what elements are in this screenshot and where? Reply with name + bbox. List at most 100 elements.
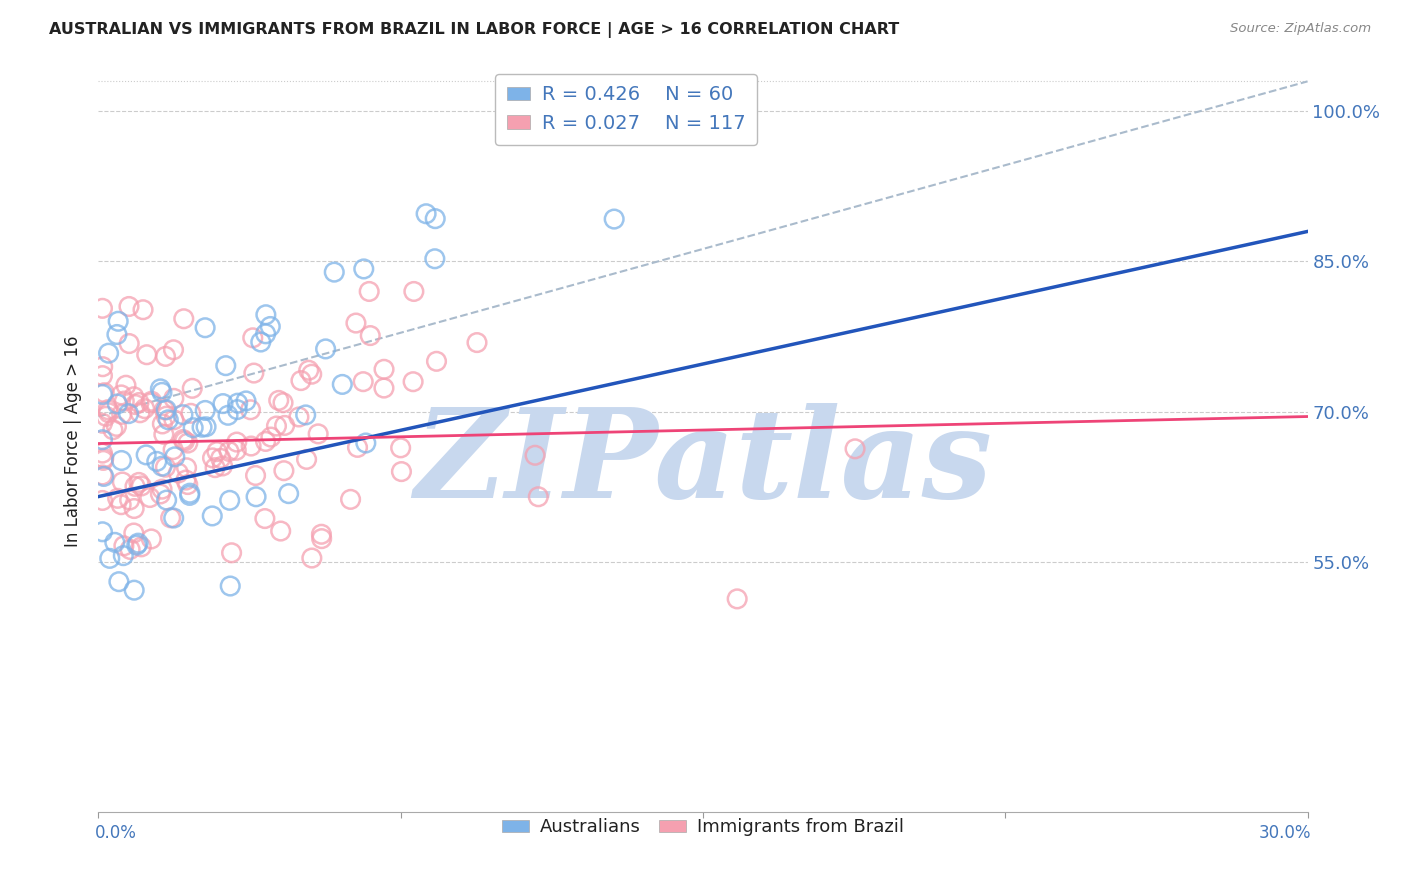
Point	[91, 446, 114, 460]
Point	[131, 540, 153, 554]
Point	[315, 342, 337, 356]
Point	[107, 314, 129, 328]
Point	[132, 302, 155, 317]
Point	[181, 421, 204, 435]
Point	[97, 346, 120, 360]
Point	[111, 475, 134, 489]
Point	[527, 490, 550, 504]
Point	[240, 439, 263, 453]
Point	[101, 423, 124, 437]
Point	[389, 441, 412, 455]
Point	[124, 479, 146, 493]
Point	[104, 535, 127, 549]
Point	[425, 211, 447, 226]
Point	[201, 450, 224, 465]
Point	[91, 301, 114, 316]
Point	[267, 393, 290, 408]
Point	[307, 426, 329, 441]
Point	[157, 413, 180, 427]
Point	[150, 417, 173, 431]
Point	[201, 508, 224, 523]
Point	[373, 362, 395, 376]
Point	[98, 551, 121, 566]
Point	[245, 490, 267, 504]
Point	[141, 532, 163, 546]
Point	[122, 501, 145, 516]
Point	[93, 385, 115, 400]
Point	[245, 468, 267, 483]
Point	[129, 406, 152, 420]
Point	[135, 348, 157, 362]
Point	[97, 402, 120, 417]
Point	[141, 394, 163, 409]
Point	[180, 406, 202, 420]
Point	[225, 443, 247, 458]
Point	[155, 409, 177, 424]
Point	[118, 300, 141, 314]
Point	[253, 511, 276, 525]
Point	[218, 493, 240, 508]
Point	[112, 539, 135, 553]
Point	[415, 207, 437, 221]
Point	[162, 343, 184, 357]
Point	[167, 466, 190, 480]
Point	[254, 326, 277, 341]
Point	[353, 261, 375, 276]
Point	[118, 493, 141, 508]
Point	[254, 434, 277, 449]
Point	[311, 527, 333, 541]
Point	[235, 393, 257, 408]
Point	[179, 486, 201, 500]
Point	[91, 417, 114, 431]
Point	[125, 538, 148, 552]
Point	[149, 487, 172, 501]
Point	[243, 366, 266, 380]
Point	[105, 419, 128, 434]
Y-axis label: In Labor Force | Age > 16: In Labor Force | Age > 16	[65, 335, 83, 548]
Point	[150, 385, 173, 400]
Text: AUSTRALIAN VS IMMIGRANTS FROM BRAZIL IN LABOR FORCE | AGE > 16 CORRELATION CHART: AUSTRALIAN VS IMMIGRANTS FROM BRAZIL IN …	[49, 22, 900, 38]
Point	[254, 308, 277, 322]
Point	[135, 448, 157, 462]
Point	[294, 408, 316, 422]
Point	[128, 475, 150, 490]
Point	[91, 453, 114, 467]
Point	[93, 451, 115, 466]
Point	[110, 453, 132, 467]
Point	[156, 493, 179, 508]
Point	[91, 387, 114, 401]
Point	[423, 252, 446, 266]
Point	[159, 511, 181, 525]
Point	[177, 477, 200, 491]
Point	[221, 546, 243, 560]
Point	[339, 492, 361, 507]
Point	[524, 448, 547, 462]
Point	[346, 441, 368, 455]
Point	[111, 407, 134, 421]
Point	[311, 532, 333, 546]
Point	[112, 394, 135, 409]
Point	[150, 459, 173, 474]
Point	[425, 354, 447, 368]
Point	[298, 363, 321, 377]
Point	[226, 402, 249, 417]
Point	[354, 436, 377, 450]
Point	[330, 377, 353, 392]
Point	[127, 536, 149, 550]
Point	[391, 465, 413, 479]
Point	[155, 350, 177, 364]
Point	[155, 402, 177, 417]
Point	[122, 390, 145, 404]
Point	[153, 402, 176, 417]
Text: 30.0%: 30.0%	[1260, 823, 1312, 842]
Point	[115, 378, 138, 392]
Point	[242, 331, 264, 345]
Text: 0.0%: 0.0%	[94, 823, 136, 842]
Point	[163, 511, 186, 525]
Point	[172, 433, 194, 447]
Point	[209, 451, 232, 466]
Point	[226, 396, 249, 410]
Point	[211, 458, 233, 473]
Point	[139, 491, 162, 505]
Point	[844, 442, 866, 456]
